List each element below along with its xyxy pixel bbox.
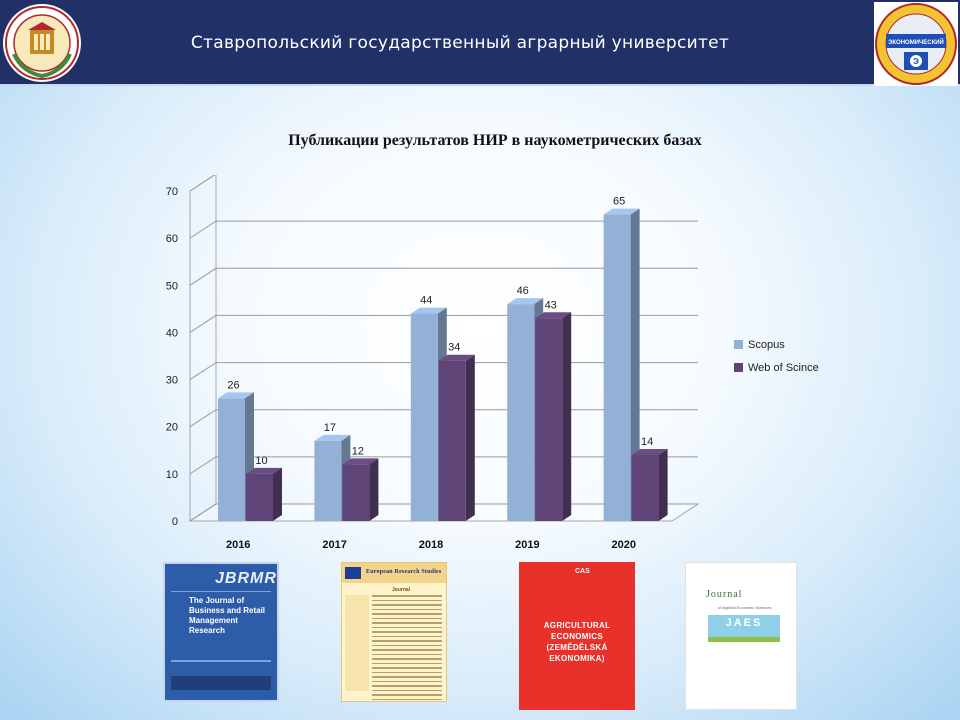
- bar-top-web-of-scince-2016: [246, 467, 282, 474]
- bar-top-scopus-2018: [410, 307, 447, 314]
- data-label-web-of-scince-2018: 34: [448, 342, 460, 354]
- jaes-head: Journal: [706, 589, 743, 600]
- chart-title: Публикации результатов НИР в наукометрич…: [288, 132, 702, 149]
- x-tick-label-2020: 2020: [612, 539, 636, 551]
- legend-label-web-of-scince: Web of Scince: [748, 361, 819, 374]
- bar-web-of-scince-2017: [342, 464, 370, 521]
- data-label-scopus-2020: 65: [613, 196, 625, 208]
- bar-top-scopus-2017: [314, 434, 351, 441]
- header-title: Ставропольский государственный аграрный …: [190, 33, 730, 53]
- bar-web-of-scince-2018: [438, 360, 466, 521]
- y-tick-label-50: 50: [166, 280, 178, 292]
- slide-header: Ставропольский государственный аграрный …: [0, 0, 960, 86]
- data-label-web-of-scince-2017: 12: [352, 445, 364, 457]
- bar-scopus-2017: [314, 440, 342, 521]
- bar-top-scopus-2020: [603, 208, 640, 215]
- bar-side-scopus-2020: [630, 208, 640, 522]
- bar-top-web-of-scince-2017: [342, 458, 379, 465]
- bar-web-of-scince-2016: [246, 473, 273, 521]
- ers-sub: Journal: [392, 587, 411, 593]
- svg-text:ЭКОНОМИЧЕСКИЙ: ЭКОНОМИЧЕСКИЙ: [888, 38, 944, 46]
- agricultural-economics-cover-icon: CAS AGRICULTURAL ECONOMICS (ZEMĚDĚLSKÁ E…: [519, 562, 635, 710]
- gridline-70: [189, 175, 216, 192]
- jaes-journal-cover-icon: Journal of Applied Economic Sciences JAE…: [685, 562, 797, 710]
- bar-top-web-of-scince-2018: [438, 354, 475, 361]
- data-label-scopus-2019: 46: [517, 285, 529, 297]
- bar-scopus-2019: [507, 304, 535, 521]
- y-tick-label-70: 70: [166, 186, 178, 198]
- data-label-web-of-scince-2016: 10: [255, 455, 267, 467]
- x-tick-label-2016: 2016: [226, 539, 250, 551]
- gridline-60: [189, 220, 698, 239]
- bar-web-of-scince-2020: [631, 455, 659, 521]
- x-tick-label-2019: 2019: [515, 539, 539, 551]
- y-tick-label-10: 10: [166, 469, 178, 481]
- bar-side-web-of-scince-2020: [658, 449, 668, 521]
- ae-logo: CAS: [575, 568, 590, 575]
- economic-faculty-emblem-icon: ЭКОНОМИЧЕСКИЙ Э: [874, 2, 958, 86]
- y-tick-label-40: 40: [166, 327, 178, 339]
- data-label-web-of-scince-2019: 43: [545, 299, 557, 311]
- european-research-studies-cover-icon: European Research Studies Journal: [341, 562, 447, 702]
- ae-name: AGRICULTURAL ECONOMICS (ZEMĚDĚLSKÁ EKONO…: [543, 621, 611, 663]
- legend-item-web-of-scince: Web of Scince: [734, 361, 854, 374]
- bar-top-scopus-2019: [507, 298, 544, 305]
- legend-label-scopus: Scopus: [748, 338, 785, 351]
- bar-scopus-2016: [218, 398, 245, 521]
- data-label-web-of-scince-2020: 14: [641, 436, 653, 448]
- bar-top-web-of-scince-2020: [631, 449, 668, 455]
- chart-side-wall: [189, 175, 217, 522]
- y-tick-label-60: 60: [166, 233, 178, 245]
- university-seal-icon: [3, 4, 81, 82]
- jbrmr-head: JBRMR: [215, 570, 277, 587]
- data-label-scopus-2018: 44: [420, 295, 432, 307]
- legend-swatch-scopus: [734, 340, 743, 349]
- jaes-band: JAES: [725, 617, 763, 629]
- bar-top-web-of-scince-2019: [535, 312, 572, 319]
- legend-swatch-web-of-scince: [734, 363, 743, 372]
- bar-side-web-of-scince-2017: [369, 458, 379, 521]
- bar-scopus-2018: [410, 313, 438, 521]
- bar-side-web-of-scince-2016: [273, 467, 282, 521]
- bar-web-of-scince-2019: [535, 318, 563, 521]
- gridline-50: [189, 267, 698, 286]
- x-tick-label-2018: 2018: [419, 539, 443, 551]
- bar-scopus-2020: [603, 214, 631, 522]
- x-tick-label-2017: 2017: [322, 539, 346, 551]
- jbrmr-name: The Journal of Business and Retail Manag…: [189, 596, 266, 635]
- bar-side-web-of-scince-2019: [562, 312, 572, 521]
- bar-chart: 0 10 20 30 40 50 60 70 26 10 2016 17 12 2017 44 34 2018 4…: [166, 175, 700, 551]
- y-tick-label-20: 20: [166, 422, 178, 434]
- bar-top-scopus-2016: [218, 392, 254, 399]
- data-label-scopus-2017: 17: [324, 422, 336, 434]
- chart-legend: Scopus Web of Scince: [734, 338, 854, 384]
- legend-item-scopus: Scopus: [734, 338, 854, 351]
- jaes-sub: of Applied Economic Sciences: [718, 605, 772, 610]
- y-tick-label-30: 30: [166, 375, 178, 387]
- ers-head: European Research Studies: [366, 569, 442, 575]
- y-tick-label-0: 0: [172, 516, 178, 528]
- jbrmr-journal-cover-icon: JBRMR The Journal of Business and Retail…: [163, 562, 279, 702]
- data-label-scopus-2016: 26: [227, 379, 239, 391]
- bar-side-web-of-scince-2018: [465, 354, 475, 521]
- svg-text:Э: Э: [913, 57, 919, 66]
